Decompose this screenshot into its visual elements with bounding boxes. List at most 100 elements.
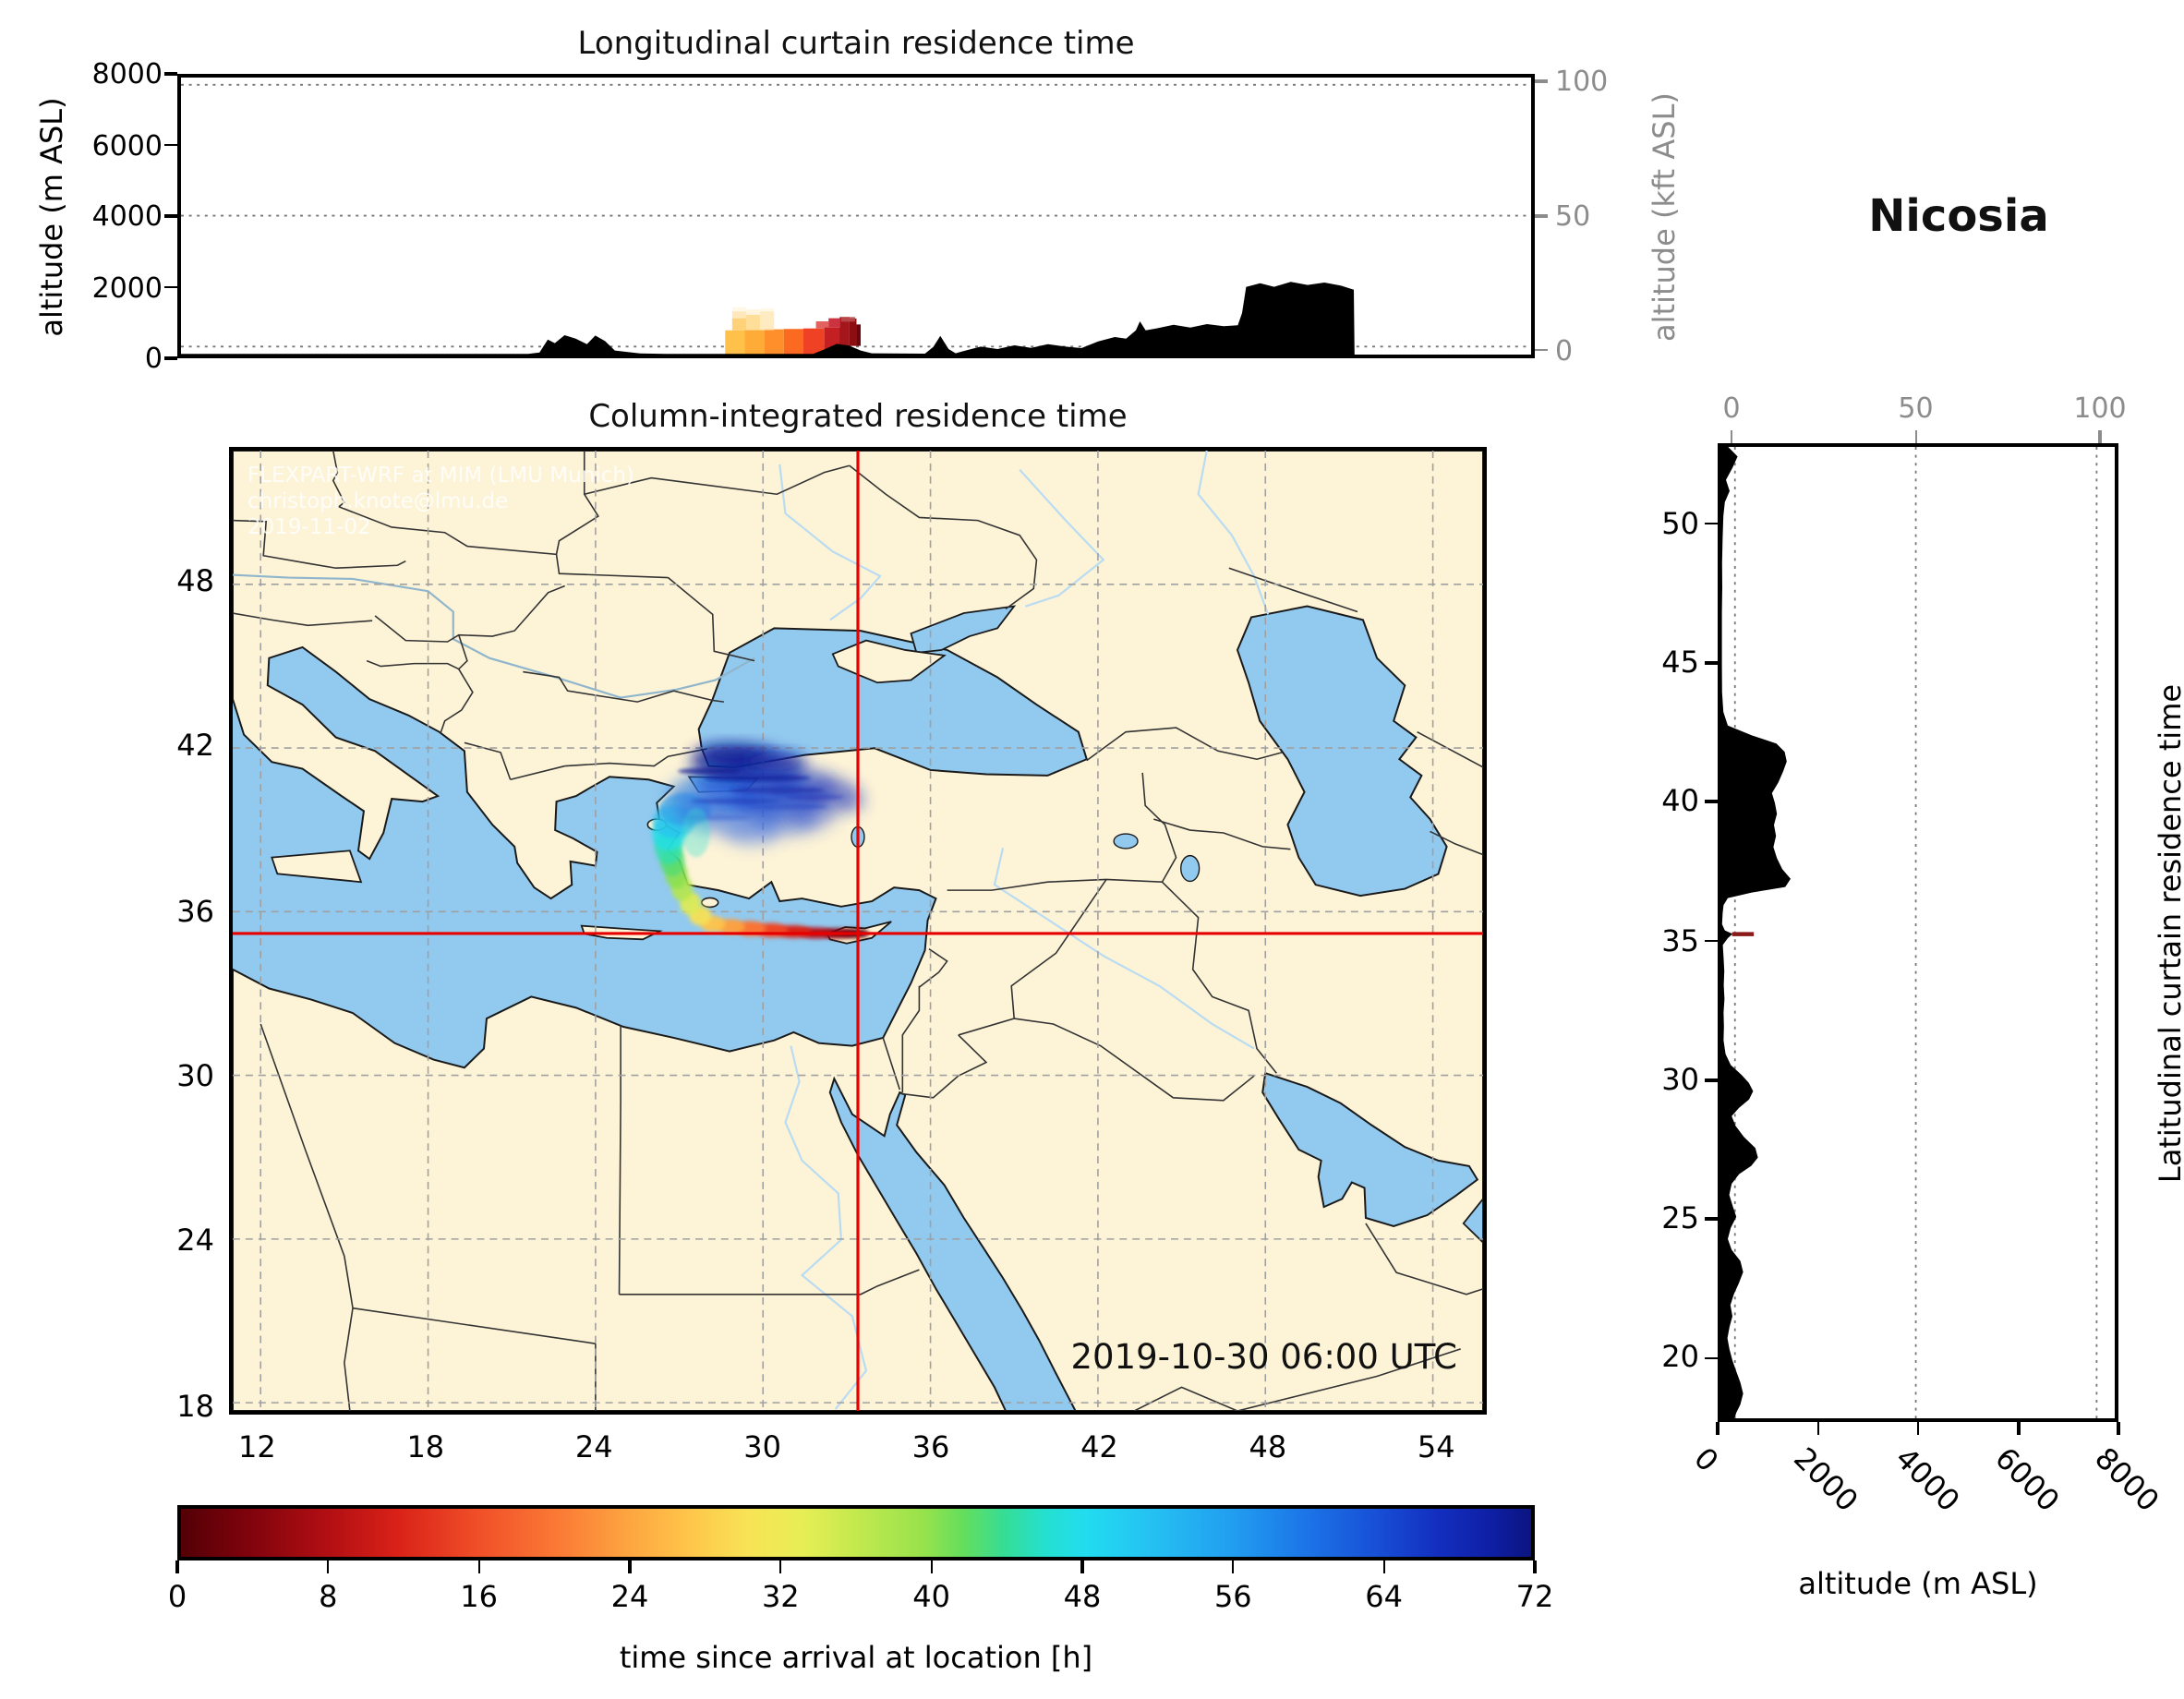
colorbar-tick: 8 (319, 1579, 338, 1614)
right-alt-tickmark (2117, 1422, 2120, 1435)
top-y-tick: 0 (144, 342, 163, 375)
river-danube (233, 573, 755, 699)
map-lon-tick: 18 (406, 1429, 445, 1464)
sea-persian-gulf (1261, 1071, 1479, 1227)
sea-gulf-of-oman (1462, 1197, 1483, 1244)
right-lat-tick: 25 (1661, 1200, 1699, 1236)
map-lat-tick: 42 (176, 728, 214, 764)
colorbar-tick: 32 (761, 1579, 800, 1614)
right-top-tickmark (2098, 430, 2102, 443)
top-y-tick: 4000 (91, 199, 163, 233)
map-lat-tick: 24 (176, 1223, 214, 1259)
map-lat-tick: 30 (176, 1057, 214, 1093)
colorbar-tickmark (930, 1560, 934, 1573)
map-plot (233, 451, 1483, 1411)
colorbar-tick: 48 (1063, 1579, 1102, 1614)
map-panel-title: Column-integrated residence time (588, 399, 1128, 436)
right-panel-side-label: Latitudinal curtain residence time (2153, 683, 2184, 1184)
right-top-tick: 50 (1898, 392, 1934, 425)
right-alt-tick: 4000 (1888, 1440, 1966, 1519)
right-alt-tickmark (1816, 1422, 1819, 1435)
island-rhodes (701, 897, 719, 909)
map-lat-tick: 36 (176, 893, 214, 929)
receptor-crosshair (233, 451, 1483, 1411)
top-kft-tick: 0 (1555, 333, 1574, 368)
longitudinal-panel-title: Longitudinal curtain residence time (577, 26, 1135, 63)
lake-van (1113, 833, 1139, 850)
right-top-tickmark (1730, 430, 1733, 443)
map-panel: FLEXPART-WRF at MIM (LMU Munich) christo… (229, 447, 1487, 1415)
latitudinal-curtain-panel (1718, 443, 2118, 1422)
right-lat-tickmark (1705, 1356, 1718, 1360)
map-gridlines (233, 451, 1483, 1411)
colorbar-tick: 72 (1515, 1579, 1554, 1614)
rivers (233, 451, 1270, 1410)
top-kft-tick: 100 (1555, 65, 1609, 98)
right-lat-tick: 20 (1661, 1339, 1699, 1375)
map-lon-tick: 12 (238, 1429, 276, 1464)
right-lat-tick: 40 (1661, 783, 1699, 819)
top-kft-tickmark (1535, 79, 1548, 83)
colorbar-tickmark (326, 1560, 330, 1573)
top-right-axis-label: altitude (kft ASL) (1647, 92, 1682, 342)
right-lat-tick: 45 (1661, 644, 1699, 680)
map-timestamp: 2019-10-30 06:00 UTC (1070, 1339, 1457, 1378)
right-alt-tick: 0 (1687, 1440, 1726, 1479)
right-alt-tick: 6000 (1987, 1440, 2067, 1519)
map-lon-tick: 48 (1249, 1429, 1287, 1464)
station-title: Nicosia (1868, 190, 2049, 242)
top-y-tick: 8000 (91, 57, 163, 90)
colorbar-tickmark (628, 1560, 632, 1573)
map-lon-tick: 30 (743, 1429, 781, 1464)
colorbar-tickmark (1231, 1560, 1235, 1573)
colorbar-tick: 40 (912, 1579, 950, 1614)
right-lat-tickmark (1705, 800, 1718, 803)
top-y-tickmark (164, 143, 177, 147)
right-lat-tickmark (1705, 1217, 1718, 1221)
colorbar-tick: 24 (610, 1579, 649, 1614)
coastline-mainland (233, 451, 1483, 1411)
latitudinal-curtain-plot (1721, 447, 2098, 1418)
river-volga (1197, 451, 1270, 615)
colorbar-tick: 16 (460, 1579, 498, 1614)
right-alt-tickmark (1716, 1422, 1719, 1435)
colorbar-tickmark (1080, 1560, 1084, 1573)
top-kft-tickmark (1535, 214, 1548, 218)
colorbar-tickmark (778, 1560, 782, 1573)
river-euphrates (993, 848, 1255, 1050)
right-lat-tick: 30 (1661, 1061, 1699, 1097)
right-alt-tick: 2000 (1787, 1440, 1866, 1519)
country-borders (233, 451, 1483, 1411)
colorbar-tickmark (175, 1560, 179, 1573)
colorbar-tick: 64 (1365, 1579, 1403, 1614)
longitudinal-curtain-plot (181, 83, 1531, 355)
colorbar-label: time since arrival at location [h] (619, 1640, 1093, 1675)
map-lat-tick: 18 (176, 1388, 214, 1424)
right-alt-tickmark (1916, 1422, 1920, 1435)
colorbar-tickmark (1533, 1560, 1537, 1573)
top-y-tickmark (164, 214, 177, 218)
colorbar-tickmark (1382, 1560, 1386, 1573)
top-y-tick: 6000 (91, 128, 163, 162)
right-alt-tickmark (2017, 1422, 2020, 1435)
right-lat-tickmark (1705, 939, 1718, 943)
river-don (1019, 468, 1105, 608)
right-lat-tickmark (1705, 1078, 1718, 1082)
map-lon-tick: 54 (1417, 1429, 1455, 1464)
right-top-tick: 100 (2073, 392, 2127, 425)
map-lon-tick: 36 (911, 1429, 950, 1464)
top-kft-tick: 50 (1555, 199, 1591, 233)
colorbar-gradient (181, 1509, 1531, 1557)
colorbar-tick: 56 (1213, 1579, 1252, 1614)
colorbar (177, 1505, 1535, 1560)
map-lon-tick: 24 (574, 1429, 613, 1464)
top-y-tickmark (164, 285, 177, 289)
map-lat-tick: 48 (176, 562, 214, 598)
sea-caspian (1236, 605, 1448, 898)
right-lat-tick: 50 (1661, 505, 1699, 541)
top-kft-tickmark (1535, 348, 1548, 352)
lake-urmia (1180, 854, 1201, 883)
top-y-tickmark (164, 72, 177, 76)
right-alt-tick: 8000 (2088, 1440, 2166, 1519)
